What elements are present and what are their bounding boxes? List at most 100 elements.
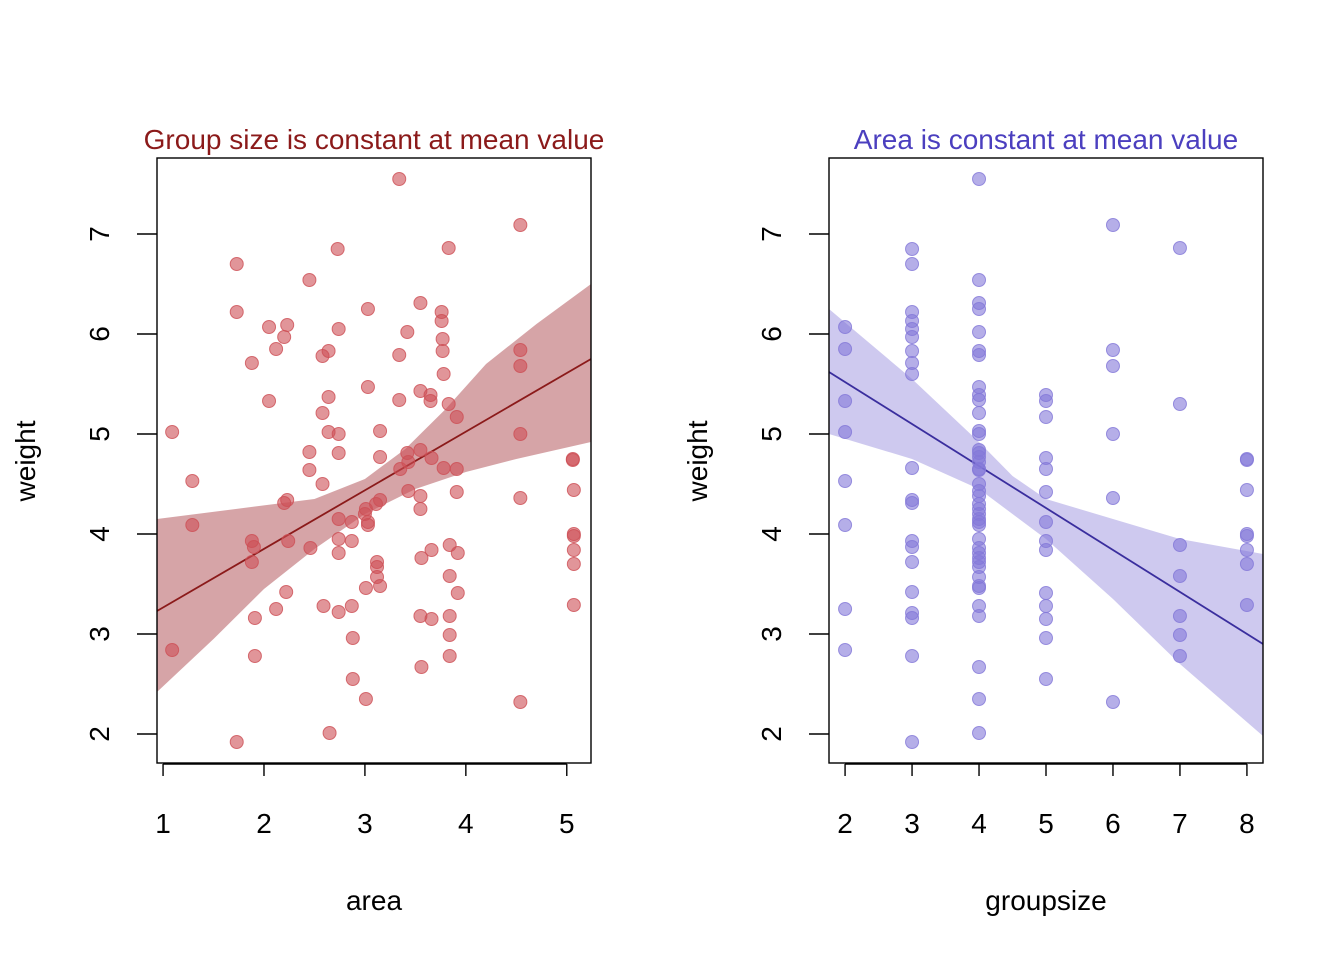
data-point <box>513 427 528 441</box>
data-point <box>1105 359 1120 373</box>
data-point <box>360 518 375 532</box>
data-point <box>423 388 438 402</box>
y-tick-label: 7 <box>84 226 115 242</box>
data-point <box>905 367 920 381</box>
data-point <box>331 546 346 560</box>
y-tick-label: 5 <box>756 426 787 442</box>
data-point <box>247 611 262 625</box>
data-point <box>450 546 465 560</box>
data-point <box>1172 397 1187 411</box>
data-point <box>972 273 987 287</box>
data-point <box>277 330 292 344</box>
data-point <box>331 532 346 546</box>
x-tick-label: 2 <box>837 808 853 839</box>
data-point <box>905 735 920 749</box>
data-point <box>344 534 359 548</box>
data-point <box>513 695 528 709</box>
data-point <box>392 348 407 362</box>
data-point <box>331 512 346 526</box>
data-point <box>838 342 853 356</box>
data-point <box>413 502 428 516</box>
data-point <box>302 273 317 287</box>
data-point <box>316 599 331 613</box>
data-point <box>321 344 336 358</box>
data-point <box>373 493 388 507</box>
x-tick-label: 3 <box>357 808 373 839</box>
data-point <box>566 543 581 557</box>
data-point <box>565 453 580 467</box>
data-point <box>229 735 244 749</box>
data-point <box>905 611 920 625</box>
data-point <box>315 406 330 420</box>
y-tick-label: 6 <box>756 326 787 342</box>
data-point <box>972 660 987 674</box>
data-point <box>244 356 259 370</box>
x-tick-label: 5 <box>559 808 575 839</box>
data-point <box>1105 218 1120 232</box>
data-point <box>345 631 360 645</box>
data-point <box>838 474 853 488</box>
y-tick-label: 2 <box>84 726 115 742</box>
data-point <box>972 581 987 595</box>
data-point <box>413 489 428 503</box>
data-point <box>373 579 388 593</box>
data-point <box>513 343 528 357</box>
data-point <box>414 551 429 565</box>
data-point <box>302 445 317 459</box>
data-point <box>315 477 330 491</box>
data-point <box>269 602 284 616</box>
data-point <box>414 660 429 674</box>
data-point <box>1039 543 1053 557</box>
data-point <box>302 463 317 477</box>
plot-frame-left <box>156 157 592 764</box>
data-point <box>1172 609 1187 623</box>
data-point <box>566 598 581 612</box>
data-point <box>442 628 457 642</box>
data-point <box>513 359 528 373</box>
regression-line <box>156 358 592 612</box>
data-point <box>972 172 987 186</box>
data-point <box>1105 695 1120 709</box>
data-point <box>1039 612 1053 626</box>
data-point <box>449 462 464 476</box>
panel-groupsize: 2 3 4 5 6 7 8 2 3 4 5 6 7 Area is constant at mean … <box>682 124 1264 916</box>
x-tick-label: 4 <box>458 808 474 839</box>
data-point <box>1105 427 1120 441</box>
data-point <box>972 325 987 339</box>
data-point <box>905 344 920 358</box>
data-point <box>441 241 456 255</box>
data-point <box>972 302 987 316</box>
data-point <box>972 609 987 623</box>
data-point <box>838 394 853 408</box>
data-point <box>1239 483 1254 497</box>
data-point <box>905 496 920 510</box>
data-point <box>392 172 407 186</box>
data-point <box>229 257 244 271</box>
data-point <box>566 483 581 497</box>
data-point <box>1239 598 1254 612</box>
x-axis-label-left: area <box>346 885 402 916</box>
data-point <box>358 692 373 706</box>
y-tick-label: 4 <box>756 526 787 542</box>
data-point <box>442 609 457 623</box>
confidence-band <box>157 284 591 692</box>
x-tick-label: 6 <box>1105 808 1121 839</box>
y-tick-label: 3 <box>756 626 787 642</box>
data-point <box>838 518 853 532</box>
data-point <box>972 726 987 740</box>
data-point <box>435 332 450 346</box>
data-point <box>401 484 416 498</box>
data-point <box>1039 631 1053 645</box>
x-tick-label: 4 <box>971 808 987 839</box>
data-point <box>280 318 295 332</box>
data-point <box>1239 529 1254 543</box>
data-point <box>244 555 259 569</box>
data-point <box>400 325 415 339</box>
y-tick-label: 5 <box>84 426 115 442</box>
y-tick-label: 4 <box>84 526 115 542</box>
data-point <box>360 302 375 316</box>
data-point <box>279 585 294 599</box>
chart-title-left: Group size is constant at mean value <box>144 124 605 155</box>
y-tick-label: 3 <box>84 626 115 642</box>
data-point <box>449 410 464 424</box>
